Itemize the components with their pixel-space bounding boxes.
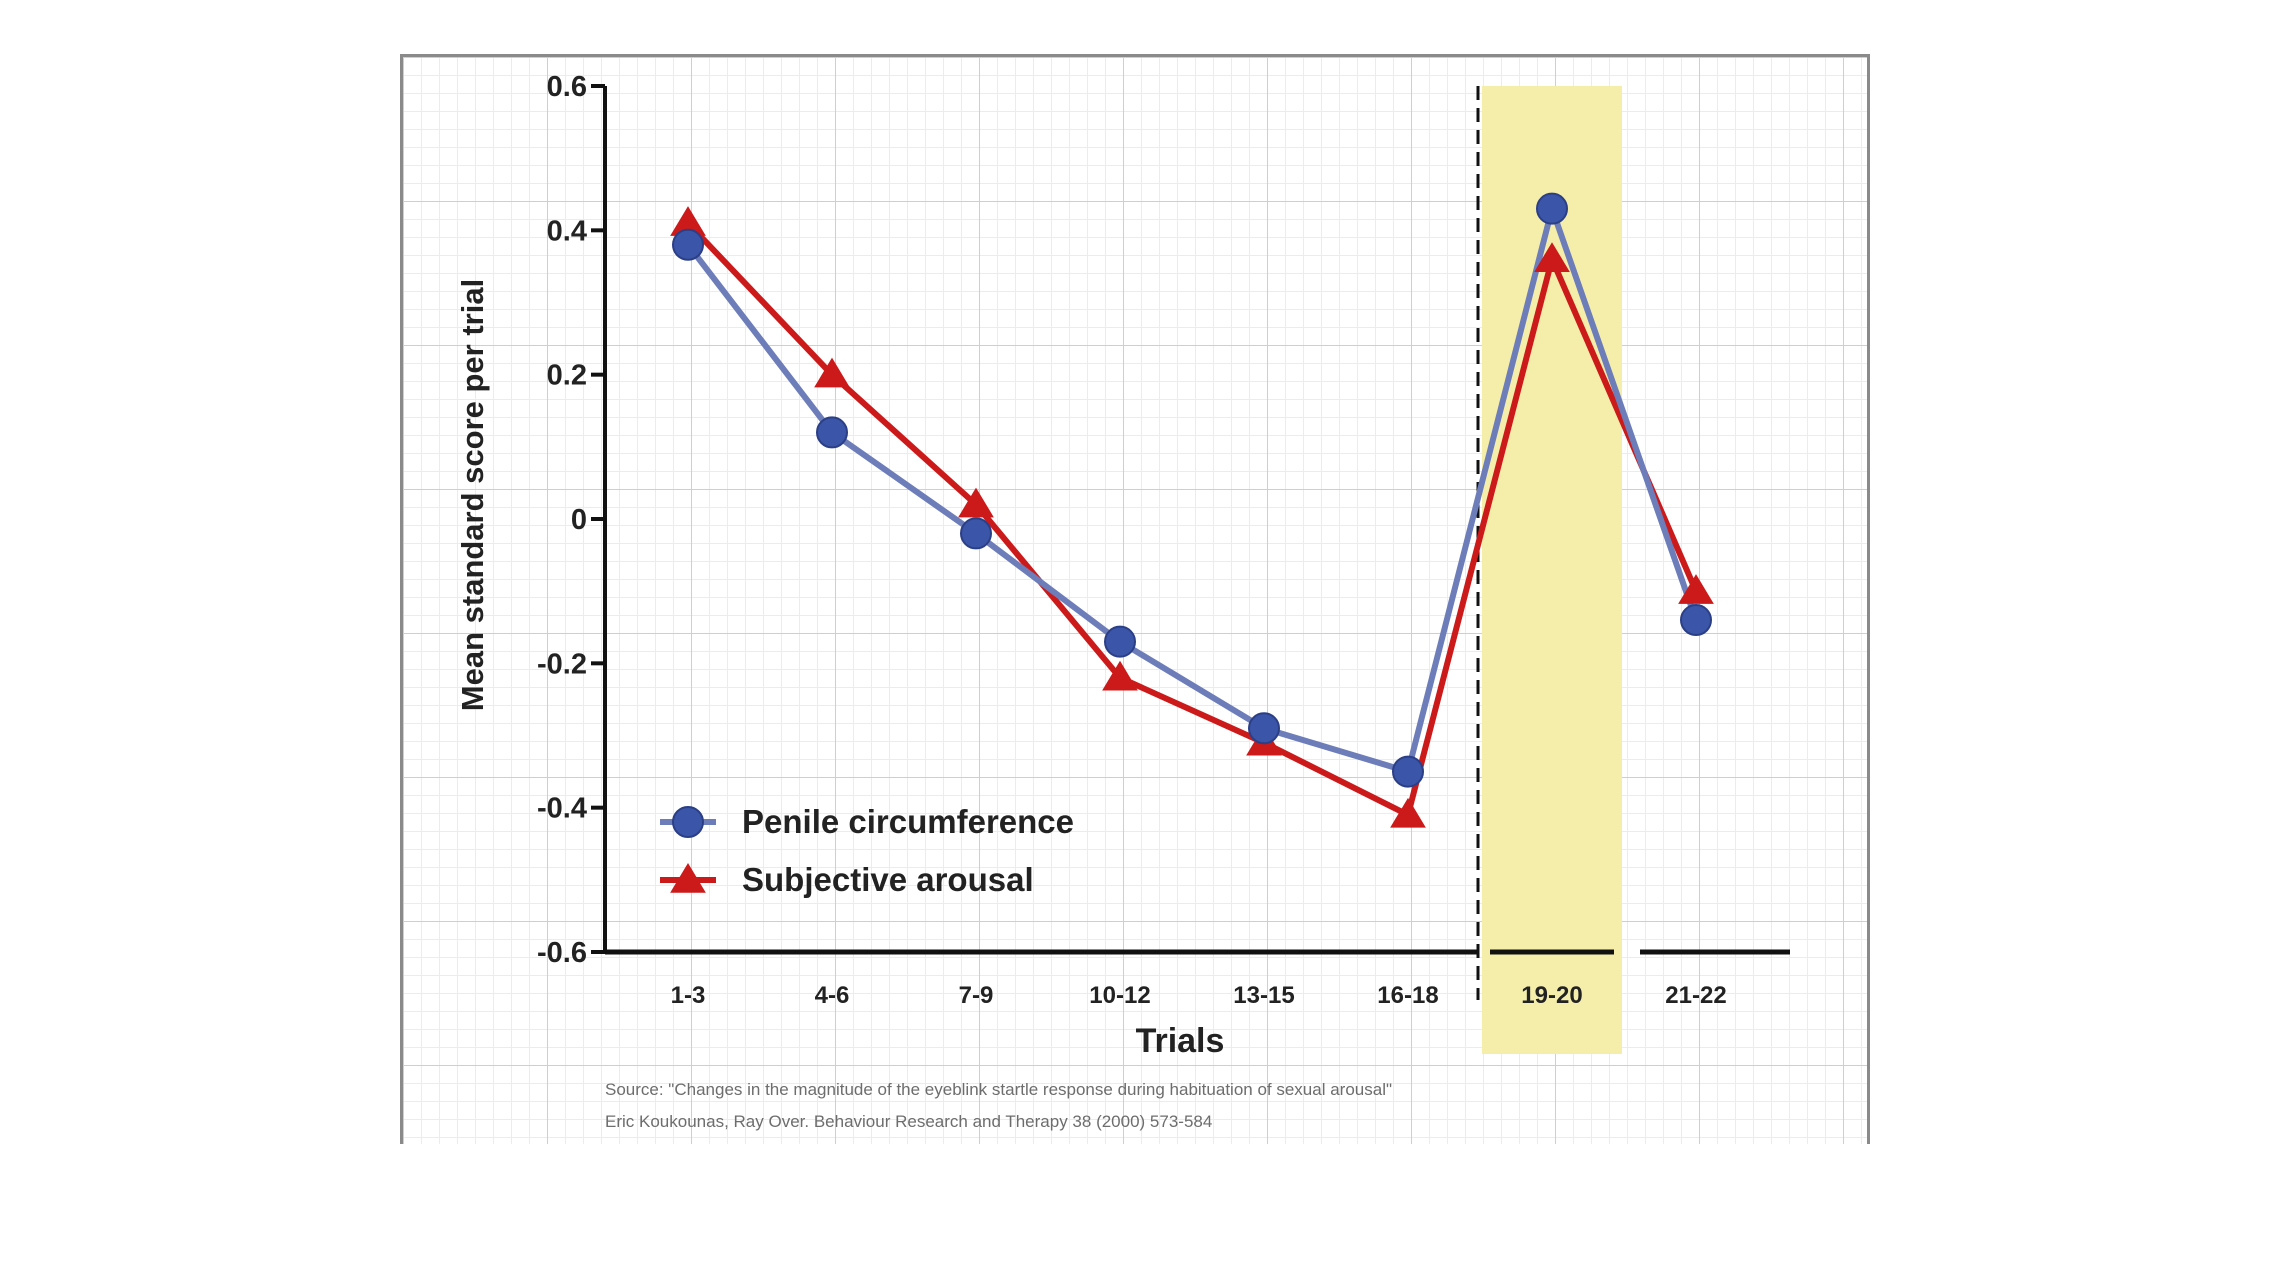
data-point: [960, 517, 992, 550]
x-tick-label: 10-12: [1089, 982, 1150, 1009]
y-axis-title: Mean standard score per trial: [455, 279, 490, 711]
highlight-band: [1482, 86, 1622, 1054]
data-point: [1248, 712, 1280, 745]
chart-frame: [400, 54, 1870, 1144]
legend-marker: [670, 863, 706, 893]
x-tick-label: 19-20: [1521, 982, 1582, 1009]
legend-label: Subjective arousal: [742, 861, 1034, 898]
y-tick-label: 0.2: [547, 360, 587, 392]
data-point: [816, 416, 848, 449]
data-point: [1392, 755, 1424, 788]
y-tick-label: -0.4: [537, 793, 587, 825]
data-point: [1102, 660, 1138, 691]
x-tick-label: 4-6: [815, 982, 850, 1009]
x-tick-label: 16-18: [1377, 982, 1438, 1009]
x-axis-title: Trials: [1136, 1022, 1225, 1060]
data-point: [958, 487, 994, 518]
data-point: [1680, 604, 1712, 637]
source-citation-line-2: Eric Koukounas, Ray Over. Behaviour Rese…: [605, 1112, 1213, 1131]
legend-label: Penile circumference: [742, 803, 1074, 840]
y-tick-label: -0.6: [537, 937, 587, 969]
x-tick-label: 1-3: [671, 982, 706, 1009]
data-point: [670, 206, 706, 236]
x-tick-label: 7-9: [959, 982, 994, 1009]
data-point: [1534, 242, 1570, 272]
data-point: [1536, 192, 1568, 225]
y-tick-label: -0.2: [537, 648, 587, 680]
legend-marker: [672, 806, 704, 838]
series-line: [685, 221, 1699, 818]
y-tick-label: 0: [571, 504, 587, 536]
data-point: [814, 357, 850, 388]
data-point: [1390, 797, 1426, 828]
data-point: [672, 228, 704, 261]
data-point: [1104, 625, 1136, 658]
y-tick-label: 0.6: [547, 71, 587, 103]
y-tick-label: 0.4: [547, 215, 587, 247]
source-citation-line-1: Source: "Changes in the magnitude of the…: [605, 1080, 1393, 1099]
data-point: [1678, 574, 1714, 604]
series-line: [685, 205, 1699, 775]
x-tick-label: 13-15: [1233, 982, 1294, 1009]
x-tick-label: 21-22: [1665, 982, 1726, 1009]
